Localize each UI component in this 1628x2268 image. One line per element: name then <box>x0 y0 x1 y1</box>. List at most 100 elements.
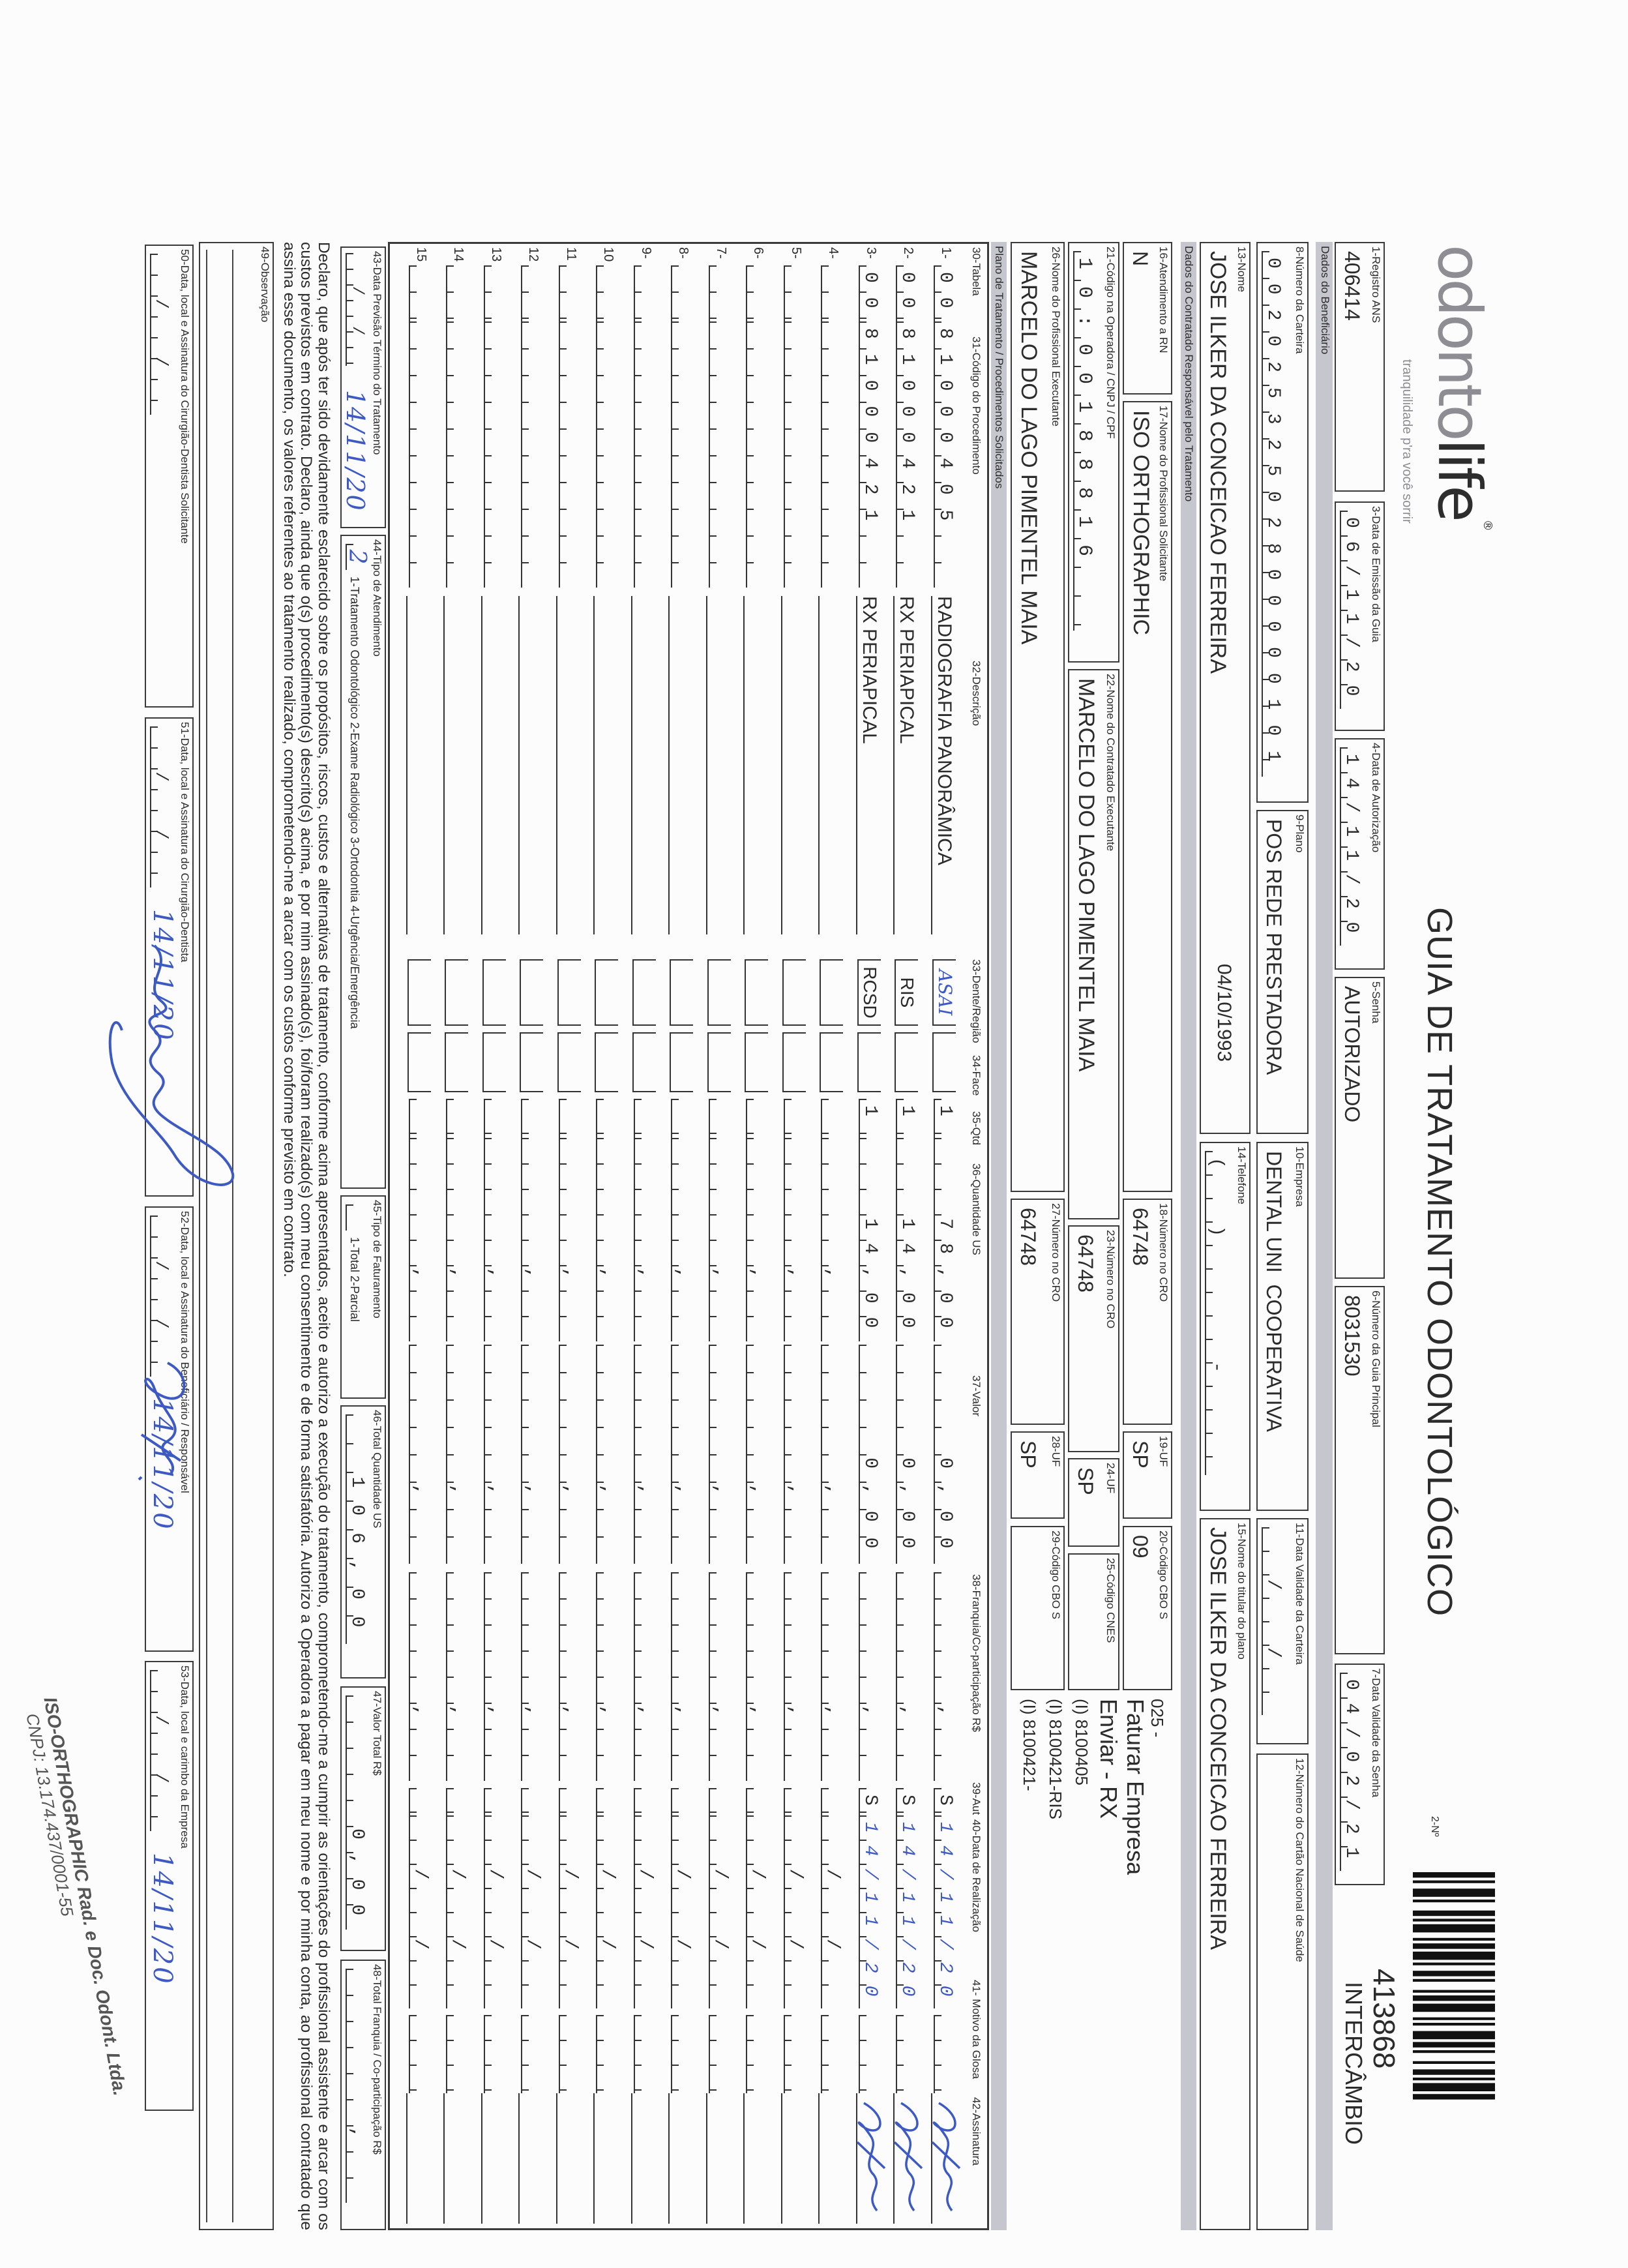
cell-dente[interactable] <box>407 959 431 1026</box>
cell-qtd[interactable] <box>784 1099 806 1139</box>
cell-motivo[interactable] <box>709 2015 731 2094</box>
cell-data[interactable]: 14/11/20 <box>896 1815 919 2009</box>
cell-aut[interactable] <box>709 1788 731 1817</box>
cell-face[interactable] <box>707 1032 731 1092</box>
cell-aut[interactable]: S <box>859 1788 881 1817</box>
cell-aut[interactable] <box>634 1788 656 1817</box>
cell-qtd[interactable] <box>596 1099 619 1139</box>
cell-assinatura[interactable] <box>706 2093 731 2224</box>
cell-dente[interactable] <box>595 959 619 1026</box>
cell-qtd_us[interactable]: , <box>746 1138 769 1342</box>
cell-codigo[interactable] <box>821 321 844 588</box>
cell-face[interactable] <box>857 1032 881 1092</box>
cell-tabela[interactable] <box>596 265 619 323</box>
cell-franquia[interactable]: , <box>559 1572 581 1782</box>
cell-data[interactable]: / / <box>484 1815 506 2009</box>
cell-codigo[interactable]: 81000421 <box>859 321 881 588</box>
cell-qtd[interactable] <box>634 1099 656 1139</box>
cell-valor[interactable]: , <box>446 1345 469 1564</box>
choice-cell[interactable] <box>346 1204 368 1231</box>
cell-franquia[interactable]: , <box>484 1572 506 1782</box>
cell-data[interactable]: / / <box>521 1815 544 2009</box>
cell-face[interactable] <box>820 1032 844 1092</box>
cell-codigo[interactable] <box>409 321 431 588</box>
cell-valor[interactable]: 0,00 <box>896 1345 919 1564</box>
cell-descricao[interactable] <box>443 596 469 934</box>
cell-codigo[interactable] <box>634 321 656 588</box>
cell-tabela[interactable] <box>484 265 506 323</box>
cell-data[interactable]: 14/11/20 <box>859 1815 881 2009</box>
cell-tabela[interactable] <box>821 265 844 323</box>
cell-valor[interactable]: , <box>784 1345 806 1564</box>
cell-descricao[interactable] <box>818 596 844 934</box>
cell-franquia[interactable]: , <box>409 1572 431 1782</box>
cell-codigo[interactable] <box>596 321 619 588</box>
cell-tabela[interactable] <box>446 265 469 323</box>
cell-motivo[interactable] <box>484 2015 506 2094</box>
cell-motivo[interactable] <box>746 2015 769 2094</box>
cell-dente[interactable] <box>820 959 844 1026</box>
cell-descricao[interactable] <box>481 596 506 934</box>
cell-qtd_us[interactable]: , <box>559 1138 581 1342</box>
cell-qtd_us[interactable]: , <box>484 1138 506 1342</box>
cell-aut[interactable] <box>409 1788 431 1817</box>
cell-codigo[interactable]: 81000421 <box>896 321 919 588</box>
cell-qtd[interactable] <box>746 1099 769 1139</box>
cell-qtd_us[interactable]: 14,00 <box>859 1138 881 1342</box>
cell-franquia[interactable]: , <box>671 1572 694 1782</box>
cell-face[interactable] <box>595 1032 619 1092</box>
handwritten-choice[interactable]: 2 <box>344 544 370 570</box>
cell-data[interactable]: / / <box>596 1815 619 2009</box>
cell-valor[interactable]: , <box>634 1345 656 1564</box>
cell-face[interactable] <box>520 1032 544 1092</box>
cell-descricao[interactable] <box>406 596 431 934</box>
cell-assinatura[interactable] <box>406 2093 431 2224</box>
cell-aut[interactable]: S <box>934 1788 956 1817</box>
cell-tabela[interactable] <box>409 265 431 323</box>
cell-assinatura[interactable] <box>518 2093 544 2224</box>
cell-face[interactable] <box>745 1032 769 1092</box>
cell-qtd_us[interactable]: 78,00 <box>934 1138 956 1342</box>
cell-motivo[interactable] <box>559 2015 581 2094</box>
cell-dente[interactable] <box>670 959 694 1026</box>
cell-qtd[interactable] <box>671 1099 694 1139</box>
cell-descricao[interactable]: RADIOGRAFIA PANORÂMICA <box>931 596 956 934</box>
cell-franquia[interactable]: , <box>821 1572 844 1782</box>
cell-aut[interactable] <box>521 1788 544 1817</box>
cell-aut[interactable] <box>559 1788 581 1817</box>
cell-valor[interactable]: , <box>409 1345 431 1564</box>
cell-dente[interactable] <box>445 959 469 1026</box>
cell-qtd_us[interactable]: , <box>784 1138 806 1342</box>
cell-motivo[interactable] <box>409 2015 431 2094</box>
cell-franquia[interactable]: , <box>859 1572 881 1782</box>
cell-dente[interactable]: RIS <box>895 959 919 1026</box>
cell-face[interactable] <box>482 1032 506 1092</box>
cell-aut[interactable]: S <box>896 1788 919 1817</box>
cell-qtd_us[interactable]: , <box>521 1138 544 1342</box>
cell-motivo[interactable] <box>446 2015 469 2094</box>
cell-tabela[interactable] <box>559 265 581 323</box>
cell-franquia[interactable]: , <box>634 1572 656 1782</box>
cell-valor[interactable]: , <box>671 1345 694 1564</box>
cell-dente[interactable] <box>520 959 544 1026</box>
cell-codigo[interactable]: 81000405 <box>934 321 956 588</box>
cell-aut[interactable] <box>671 1788 694 1817</box>
cell-descricao[interactable]: RX PERIAPICAL <box>893 596 919 934</box>
cell-assinatura[interactable] <box>743 2093 769 2224</box>
cell-codigo[interactable] <box>559 321 581 588</box>
cell-aut[interactable] <box>484 1788 506 1817</box>
cell-descricao[interactable] <box>781 596 806 934</box>
cell-face[interactable] <box>895 1032 919 1092</box>
cell-descricao[interactable]: RX PERIAPICAL <box>856 596 881 934</box>
cell-tabela[interactable]: 00 <box>896 265 919 323</box>
cell-aut[interactable] <box>746 1788 769 1817</box>
cell-qtd[interactable]: 1 <box>859 1099 881 1139</box>
cell-face[interactable] <box>932 1032 956 1092</box>
cell-data[interactable]: / / <box>746 1815 769 2009</box>
cell-tabela[interactable]: 00 <box>934 265 956 323</box>
cell-valor[interactable]: , <box>746 1345 769 1564</box>
cell-tabela[interactable] <box>671 265 694 323</box>
cell-franquia[interactable]: , <box>896 1572 919 1782</box>
cell-valor[interactable]: , <box>521 1345 544 1564</box>
cell-assinatura[interactable] <box>818 2093 844 2224</box>
